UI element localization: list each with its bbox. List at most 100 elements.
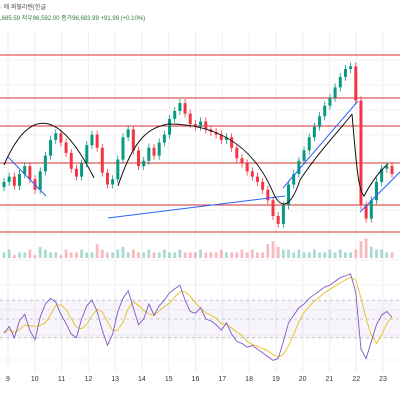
candle-body: [157, 142, 161, 156]
candle-body: [142, 160, 146, 167]
volume-bar: [375, 249, 378, 258]
volume-bar: [369, 246, 373, 258]
signal-line: [3, 276, 393, 358]
x-tick-label: 20: [299, 376, 307, 383]
candle-body: [54, 133, 58, 140]
candle-body: [2, 181, 6, 188]
x-tick-label: 12: [84, 376, 92, 383]
candle-body: [12, 176, 16, 186]
x-tick-label: 16: [192, 376, 200, 383]
volume-bar: [209, 252, 213, 258]
volume-bar: [266, 244, 270, 258]
volume-bar: [111, 252, 115, 258]
volume-bar: [188, 252, 192, 258]
volume-bar: [302, 252, 306, 258]
volume-bar: [116, 249, 120, 258]
candle-body: [49, 139, 53, 156]
volume-bar: [54, 252, 58, 258]
arc-curve: [3, 123, 95, 179]
volume-bar: [261, 252, 265, 258]
volume-bar: [142, 252, 146, 258]
volume-bar: [162, 249, 166, 258]
volume-bar: [199, 249, 202, 258]
volume-bar: [12, 255, 16, 258]
volume-bar: [364, 238, 368, 258]
x-tick-label: 11: [58, 376, 65, 383]
volume-bar: [344, 252, 347, 258]
volume-bars: [2, 238, 394, 258]
volume-bar: [90, 252, 94, 258]
volume-bar: [69, 252, 73, 258]
candle-body: [90, 134, 94, 146]
volume-bar: [271, 241, 275, 258]
candle-body: [276, 216, 280, 224]
volume-bar: [385, 252, 389, 258]
x-tick-label: 9: [6, 376, 10, 383]
volume-bar: [390, 252, 394, 258]
candle-body: [302, 150, 306, 161]
candle-body: [250, 171, 254, 177]
volume-bar: [2, 252, 6, 258]
drawings: [3, 100, 400, 219]
candle-body: [183, 103, 187, 114]
x-axis: 9 10 11 12 13 14 15 16 17 18 19 20 21 22 23: [6, 376, 387, 383]
volume-bar: [173, 252, 177, 258]
volume-bar: [276, 246, 280, 258]
candle-body: [18, 174, 22, 186]
candle-body: [204, 121, 208, 130]
candle-body: [100, 147, 104, 173]
x-tick-label: 21: [326, 376, 334, 383]
candle-body: [255, 176, 259, 182]
candle-body: [224, 137, 228, 140]
candle-body: [28, 166, 32, 180]
volume-bar: [297, 249, 301, 258]
candle-body: [173, 111, 177, 119]
candle-body: [261, 181, 265, 190]
volume-bar: [59, 255, 63, 258]
candle-body: [152, 147, 156, 156]
candle-body: [131, 129, 135, 151]
x-tick-label: 18: [245, 376, 253, 383]
candle-body: [137, 150, 141, 167]
candle-body: [318, 116, 322, 127]
candle-body: [178, 103, 182, 111]
volume-bar: [307, 252, 311, 258]
trendline: [282, 100, 359, 189]
volume-bar: [235, 252, 239, 258]
candle-body: [219, 134, 223, 140]
candle-body: [390, 166, 394, 174]
volume-bar: [23, 252, 27, 258]
candle-body: [162, 134, 166, 143]
candle-body: [349, 66, 353, 69]
volume-bar: [121, 246, 125, 258]
volume-bar: [100, 249, 104, 258]
candle-body: [271, 200, 275, 216]
candle-body: [199, 121, 203, 127]
candle-body: [230, 137, 234, 148]
candle-body: [369, 200, 373, 219]
arc-curve: [117, 123, 169, 187]
volume-bar: [338, 249, 342, 258]
x-tick-label: 19: [272, 376, 280, 383]
volume-bar: [323, 252, 327, 258]
candle-body: [23, 166, 27, 174]
candle-body: [235, 147, 239, 159]
volume-bar: [245, 252, 249, 258]
candle-body: [266, 189, 270, 201]
volume-bar: [157, 252, 161, 258]
volume-bar: [131, 249, 135, 258]
candle-body: [116, 159, 120, 180]
volume-bar: [18, 252, 21, 258]
trendline: [107, 195, 286, 219]
x-tick-label: 10: [31, 376, 39, 383]
chart-header-title: · 에 퍼펄리텐(한글: [0, 5, 46, 11]
x-tick-label: 14: [138, 376, 146, 383]
arc-curve: [167, 113, 353, 205]
volume-bar: [43, 249, 47, 258]
volume-bar: [333, 252, 337, 258]
volume-bar: [281, 249, 285, 258]
candle-body: [359, 100, 363, 206]
volume-bar: [126, 252, 130, 258]
candle-body: [281, 205, 285, 224]
